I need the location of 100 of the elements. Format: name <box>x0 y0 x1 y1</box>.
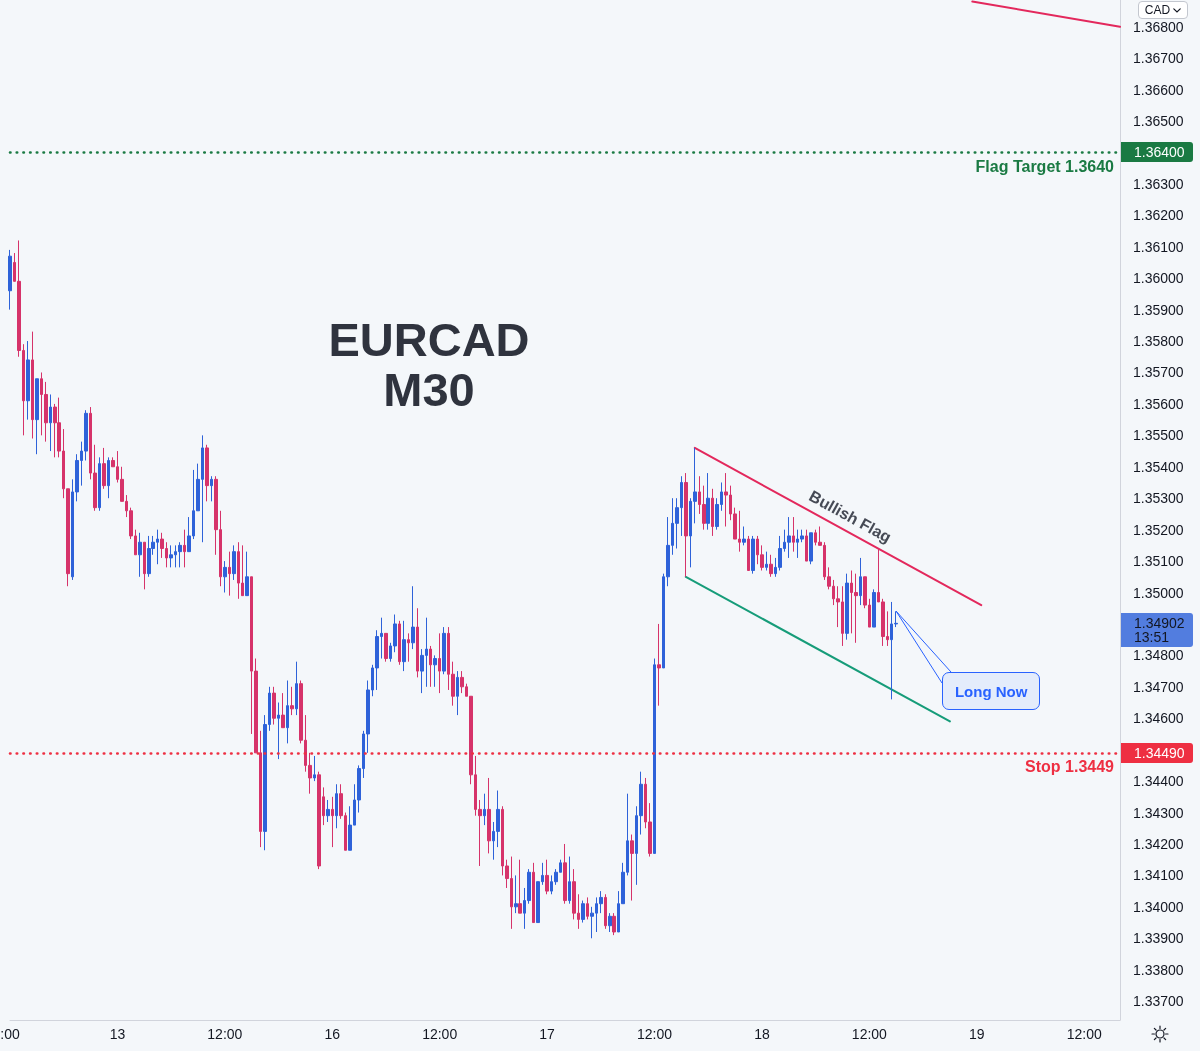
candlestick <box>747 535 750 572</box>
candlestick <box>259 730 262 848</box>
y-tick-label: 1.34100 <box>1133 867 1184 884</box>
text: 1.34902 <box>1134 615 1186 632</box>
candlestick <box>604 893 607 930</box>
y-tick-label: 1.36700 <box>1133 50 1184 67</box>
y-tick-label: 1.36500 <box>1133 113 1184 130</box>
y-tick-label: 1.35100 <box>1133 553 1184 570</box>
candlestick <box>456 670 459 716</box>
candlestick <box>653 658 656 854</box>
candlestick <box>684 472 688 578</box>
candlestick <box>433 654 437 688</box>
candlestick <box>859 557 862 606</box>
candlestick <box>769 554 773 578</box>
y-tick-label: 1.34300 <box>1133 804 1184 821</box>
candlestick <box>169 544 173 568</box>
y-tick-label: 1.34600 <box>1133 710 1184 727</box>
candlestick <box>205 444 209 502</box>
y-tick-label: 1.34400 <box>1133 773 1184 790</box>
x-tick-label: 12:00 <box>851 1026 888 1042</box>
candlestick <box>313 755 316 782</box>
y-tick-label: 1.34200 <box>1133 835 1184 852</box>
y-tick-label: 1.35000 <box>1133 584 1184 601</box>
candlestick <box>416 607 419 678</box>
candlestick <box>26 340 30 421</box>
y-tick-label: 1.36300 <box>1133 175 1184 192</box>
candlestick <box>612 912 616 936</box>
candlestick <box>742 526 746 546</box>
candlestick <box>545 859 549 895</box>
candlestick <box>49 393 52 452</box>
x-tick-label: 18 <box>754 1026 770 1042</box>
candlestick <box>518 859 522 914</box>
candlestick <box>143 541 146 590</box>
candlestick <box>460 670 464 694</box>
candlestick <box>317 771 321 870</box>
candlestick <box>407 632 410 663</box>
candlestick <box>765 551 768 572</box>
candlestick <box>751 535 755 575</box>
candlestick <box>107 456 110 499</box>
y-tick-label: 1.34700 <box>1133 678 1184 695</box>
y-tick-label: 1.34000 <box>1133 898 1184 915</box>
x-tick-label: 12:00 <box>207 1026 243 1042</box>
candlestick <box>854 573 858 644</box>
x-tick-label: 16 <box>324 1026 341 1042</box>
candlestick <box>290 686 294 716</box>
candlestick <box>630 834 634 902</box>
candlestick <box>724 472 728 527</box>
candlestick <box>8 249 12 311</box>
candlestick <box>228 551 231 597</box>
candlestick <box>657 623 661 707</box>
candlestick <box>563 843 567 905</box>
candlestick <box>805 529 808 562</box>
ref-line-label: Flag Target 1.3640 <box>975 157 1115 175</box>
candlestick <box>237 541 240 600</box>
candlestick <box>787 516 791 559</box>
candlestick <box>532 862 535 924</box>
candlestick <box>514 874 518 914</box>
candlestick <box>241 544 244 597</box>
candlestick <box>210 475 213 502</box>
x-tick-label: :00 <box>0 1026 20 1042</box>
y-tick-label: 1.34800 <box>1133 647 1184 664</box>
candlestick <box>102 447 106 490</box>
candlestick <box>335 783 338 829</box>
x-tick-label: 12:00 <box>636 1026 673 1042</box>
candlestick <box>178 541 182 568</box>
candlestick <box>331 796 334 848</box>
candlestick <box>272 686 276 726</box>
x-tick-label: 13 <box>109 1026 126 1042</box>
candlestick <box>711 488 714 537</box>
x-tick-label: 12:00 <box>422 1026 458 1042</box>
y-tick-label: 1.35400 <box>1133 458 1184 475</box>
candlestick <box>438 632 441 694</box>
candlestick <box>487 777 491 854</box>
x-tick-label: 19 <box>968 1026 985 1042</box>
text: 13:51 <box>1134 629 1171 646</box>
candlestick <box>286 680 289 744</box>
candlestick <box>568 856 571 905</box>
x-tick-label: 12:00 <box>1066 1026 1102 1042</box>
candlestick <box>138 532 142 578</box>
candlestick <box>183 529 186 568</box>
candlestick <box>31 331 34 439</box>
y-tick-label: 1.35700 <box>1133 364 1184 381</box>
candlestick <box>223 560 227 594</box>
candlestick <box>586 896 589 920</box>
candlestick <box>442 626 446 675</box>
ref-line-label: Stop 1.3449 <box>1025 758 1115 776</box>
y-tick-label: 1.35800 <box>1133 333 1184 350</box>
y-tick-label: 1.36100 <box>1133 238 1184 255</box>
candlestick <box>581 900 585 924</box>
candlestick <box>326 799 330 823</box>
candlestick <box>845 573 849 641</box>
candlestick <box>232 544 236 581</box>
y-tick-label: 1.35500 <box>1133 427 1184 444</box>
y-tick-label: 1.35600 <box>1133 395 1184 412</box>
y-tick-label: 1.35900 <box>1133 301 1184 318</box>
candlestick <box>147 535 151 578</box>
text: 1.34490 <box>1134 744 1186 761</box>
candlestick <box>809 532 813 565</box>
candlestick <box>281 692 285 729</box>
y-tick-label: 1.35200 <box>1133 521 1184 538</box>
